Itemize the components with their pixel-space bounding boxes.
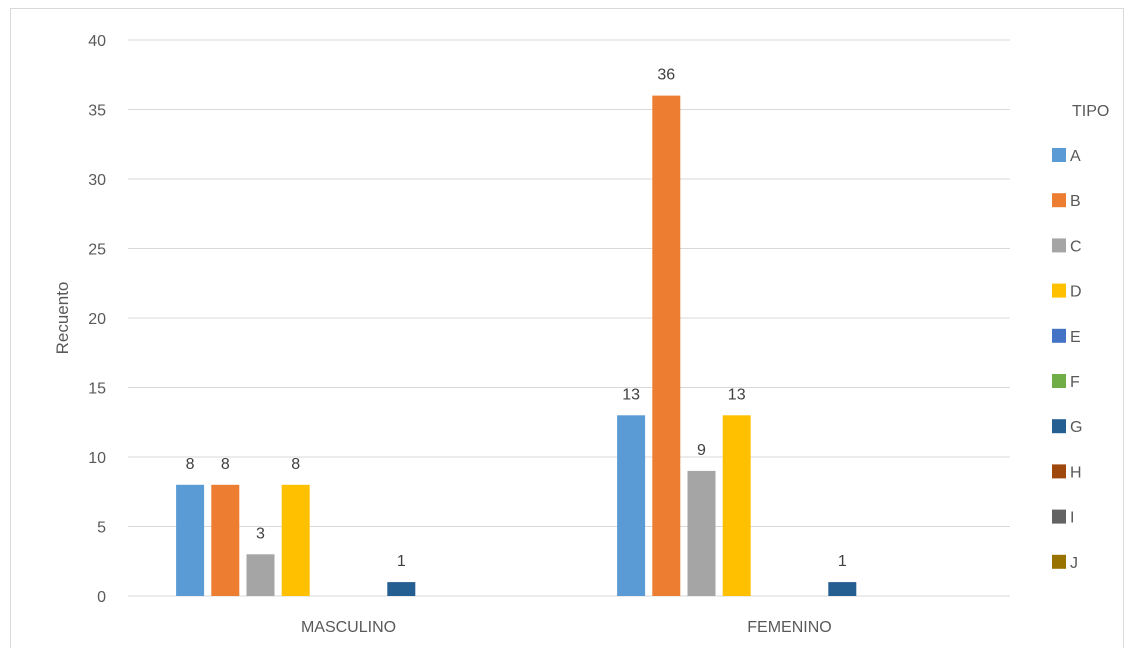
legend-title: TIPO bbox=[1072, 103, 1109, 120]
legend-item-c: C bbox=[1052, 238, 1082, 255]
y-tick-label: 5 bbox=[97, 520, 106, 537]
legend-label: B bbox=[1070, 193, 1081, 210]
legend-swatch bbox=[1052, 238, 1066, 253]
legend-item-e: E bbox=[1052, 328, 1081, 346]
y-tick-label: 30 bbox=[88, 172, 106, 189]
legend-swatch bbox=[1052, 554, 1066, 569]
data-label: 3 bbox=[256, 525, 265, 542]
legend-item-i: I bbox=[1052, 510, 1074, 527]
legend-item-d: D bbox=[1052, 283, 1082, 301]
bar-a-femenino bbox=[617, 415, 646, 596]
legend: TIPO A B C D E F G H I J bbox=[1052, 103, 1109, 572]
bar-a-masculino bbox=[176, 484, 205, 596]
legend-label: J bbox=[1070, 555, 1078, 572]
x-tick-label: MASCULINO bbox=[301, 619, 396, 636]
bar-d-femenino bbox=[722, 415, 751, 596]
y-tick-label: 25 bbox=[88, 242, 106, 259]
legend-label: F bbox=[1070, 374, 1080, 391]
data-labels: 8 8 3 8 1 13 36 9 13 1 bbox=[186, 67, 847, 570]
legend-item-f: F bbox=[1052, 374, 1080, 391]
data-label: 1 bbox=[397, 553, 406, 570]
x-axis-ticks: MASCULINO FEMENINO bbox=[301, 619, 832, 636]
legend-item-b: B bbox=[1052, 193, 1081, 210]
legend-label: D bbox=[1070, 284, 1082, 301]
y-tick-label: 0 bbox=[97, 589, 106, 606]
y-tick-label: 40 bbox=[88, 33, 106, 50]
legend-label: G bbox=[1070, 419, 1082, 436]
x-tick-label: FEMENINO bbox=[747, 619, 831, 636]
legend-item-g: G bbox=[1052, 419, 1082, 436]
bars bbox=[176, 95, 857, 596]
data-label: 1 bbox=[838, 553, 847, 570]
legend-swatch bbox=[1052, 374, 1066, 388]
legend-label: A bbox=[1070, 148, 1081, 165]
legend-swatch bbox=[1052, 148, 1066, 162]
y-axis-title: Recuento bbox=[53, 282, 72, 355]
data-label: 13 bbox=[728, 386, 746, 403]
y-tick-label: 35 bbox=[88, 103, 106, 120]
legend-label: H bbox=[1070, 464, 1082, 481]
legend-label: E bbox=[1070, 329, 1081, 346]
y-axis-ticks: 0 5 10 15 20 25 30 35 40 bbox=[88, 33, 106, 606]
data-label: 9 bbox=[697, 442, 706, 459]
data-label: 13 bbox=[622, 386, 640, 403]
legend-swatch bbox=[1052, 419, 1066, 434]
legend-item-h: H bbox=[1052, 464, 1082, 481]
legend-item-j: J bbox=[1052, 554, 1078, 572]
gridlines bbox=[128, 39, 1010, 597]
y-tick-label: 15 bbox=[88, 381, 106, 398]
y-tick-label: 20 bbox=[88, 311, 106, 328]
bar-g-masculino bbox=[387, 582, 416, 596]
legend-label: C bbox=[1070, 238, 1082, 255]
data-label: 8 bbox=[186, 456, 195, 473]
bar-b-masculino bbox=[211, 484, 240, 596]
data-label: 36 bbox=[657, 67, 675, 84]
legend-item-a: A bbox=[1052, 148, 1081, 165]
bar-b-femenino bbox=[652, 95, 681, 596]
legend-swatch bbox=[1052, 509, 1066, 524]
bar-c-masculino bbox=[246, 554, 275, 596]
legend-swatch bbox=[1052, 328, 1066, 343]
legend-swatch bbox=[1052, 283, 1066, 298]
data-label: 8 bbox=[291, 456, 300, 473]
legend-swatch bbox=[1052, 464, 1066, 479]
bar-g-femenino bbox=[828, 582, 857, 596]
bar-c-femenino bbox=[687, 470, 716, 596]
legend-swatch bbox=[1052, 193, 1066, 208]
legend-label: I bbox=[1070, 510, 1074, 527]
data-label: 8 bbox=[221, 456, 230, 473]
bar-d-masculino bbox=[281, 484, 310, 596]
y-tick-label: 10 bbox=[88, 450, 106, 467]
